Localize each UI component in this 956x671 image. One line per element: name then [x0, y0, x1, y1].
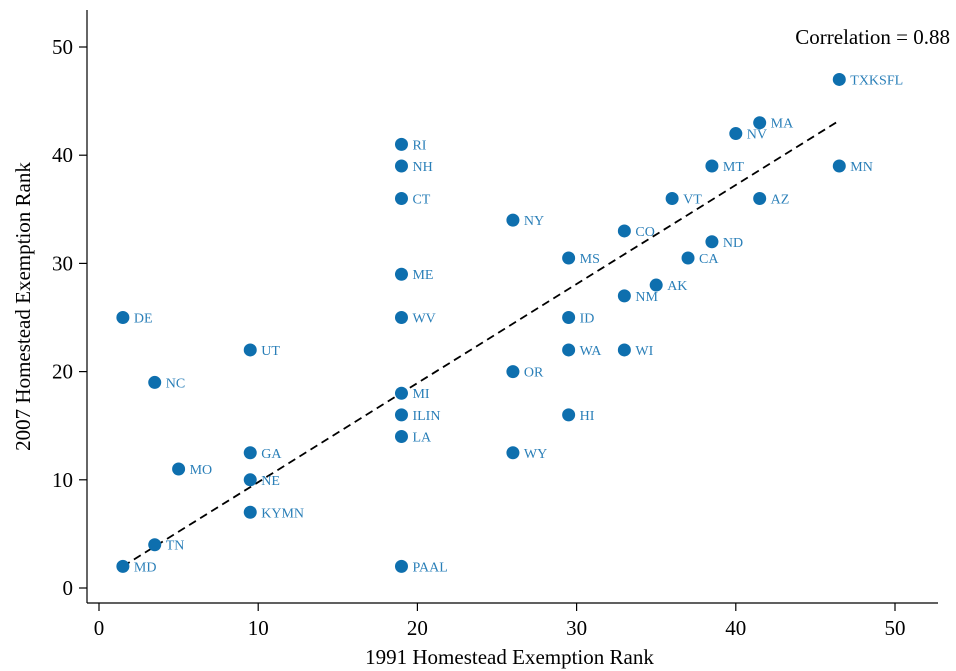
data-point-ut: [243, 343, 257, 357]
data-point-label-or: OR: [524, 366, 544, 381]
data-point-ri: [394, 137, 408, 151]
data-point-nd: [705, 235, 719, 249]
data-point-ct: [394, 191, 408, 205]
x-axis-ticks: 0 10 20 30 40 50: [94, 603, 906, 640]
x-axis-title: 1991 Homestead Exemption Rank: [365, 645, 654, 669]
data-point-label-ms: MS: [580, 252, 600, 267]
data-point-label-wi: WI: [635, 344, 653, 359]
fitted-trend-line: [122, 119, 840, 568]
data-point-label-co: CO: [635, 225, 654, 240]
data-point-ms: [562, 251, 576, 265]
data-point-or: [506, 365, 520, 379]
correlation-annotation: Correlation = 0.88: [795, 25, 950, 49]
axes: [86, 10, 938, 604]
data-point-label-mo: MO: [190, 463, 213, 478]
data-point-nv: [729, 127, 743, 141]
data-point-ny: [506, 213, 520, 227]
data-point-label-nh: NH: [412, 160, 432, 175]
data-point-wv: [394, 311, 408, 324]
data-point-label-mi: MI: [412, 387, 429, 402]
data-point-vt: [665, 191, 679, 205]
data-point-nh: [394, 159, 408, 173]
data-point-ne: [243, 473, 257, 487]
data-point-mt: [705, 159, 719, 173]
data-point-id: [562, 311, 576, 324]
x-tick-label: 10: [248, 616, 269, 640]
data-point-label-nd: ND: [723, 236, 743, 251]
y-axis-title: 2007 Homestead Exemption Rank: [11, 162, 35, 451]
data-point-label-ny: NY: [524, 214, 544, 229]
data-point-label-ilin: ILIN: [412, 409, 440, 424]
data-point-mi: [394, 386, 408, 400]
data-point-az: [753, 191, 767, 205]
data-point-mo: [172, 462, 186, 476]
data-point-label-paal: PAAL: [412, 560, 447, 575]
data-point-hi: [562, 408, 576, 422]
data-point-label-ga: GA: [261, 447, 282, 462]
data-point-de: [116, 311, 130, 324]
data-point-label-mn: MN: [850, 160, 873, 175]
data-point-label-tn: TN: [166, 539, 185, 554]
data-point-label-id: ID: [580, 312, 595, 327]
data-point-paal: [394, 559, 408, 573]
data-point-label-ri: RI: [412, 138, 426, 153]
x-tick-label: 50: [885, 616, 906, 640]
x-tick-label: 40: [725, 616, 746, 640]
data-point-label-nc: NC: [166, 376, 185, 391]
data-point-label-nv: NV: [747, 128, 767, 143]
data-point-wy: [506, 446, 520, 460]
data-point-label-me: ME: [412, 268, 433, 283]
data-point-wi: [617, 343, 631, 357]
data-point-label-wv: WV: [412, 312, 435, 327]
data-point-label-ut: UT: [261, 344, 280, 359]
y-tick-label: 40: [52, 143, 73, 167]
data-point-label-ak: AK: [667, 279, 687, 294]
data-point-ilin: [394, 408, 408, 422]
data-point-label-ct: CT: [412, 192, 430, 207]
data-point-nm: [617, 289, 631, 303]
data-point-wa: [562, 343, 576, 357]
data-point-label-vt: VT: [683, 192, 702, 207]
data-point-md: [116, 559, 130, 573]
data-point-label-txksfl: TXKSFL: [850, 73, 903, 88]
data-point-ak: [649, 278, 663, 292]
data-point-ma: [753, 116, 767, 130]
data-point-ca: [681, 251, 695, 265]
data-point-me: [394, 267, 408, 281]
data-point-kymn: [243, 505, 257, 519]
data-points: [116, 72, 846, 573]
data-point-label-md: MD: [134, 560, 157, 575]
data-point-label-ma: MA: [771, 117, 794, 132]
x-tick-label: 20: [407, 616, 428, 640]
y-tick-label: 10: [52, 468, 73, 492]
data-point-label-wa: WA: [580, 344, 603, 359]
data-point-label-wy: WY: [524, 447, 547, 462]
data-point-co: [617, 224, 631, 238]
data-point-la: [394, 430, 408, 444]
y-tick-label: 30: [52, 251, 73, 275]
data-point-labels: MD DE TN NC MO UT GA NE KYMN RI NH CT ME WV MI ILIN LA PA…: [134, 73, 903, 575]
data-point-label-ca: CA: [699, 252, 719, 267]
x-tick-label: 30: [566, 616, 587, 640]
data-point-txksfl: [832, 72, 846, 86]
y-axis-ticks: 0 10 20 30 40 50: [52, 35, 87, 600]
data-point-label-kymn: KYMN: [261, 506, 304, 521]
data-point-tn: [148, 538, 162, 552]
data-point-label-la: LA: [412, 431, 432, 446]
y-tick-label: 0: [63, 576, 74, 600]
y-tick-label: 50: [52, 35, 73, 59]
data-point-label-nm: NM: [635, 290, 658, 305]
y-tick-label: 20: [52, 360, 73, 384]
data-point-nc: [148, 375, 162, 389]
x-tick-label: 0: [94, 616, 105, 640]
data-point-ga: [243, 446, 257, 460]
data-point-label-de: DE: [134, 312, 153, 327]
data-point-label-az: AZ: [771, 192, 790, 207]
data-point-label-hi: HI: [580, 409, 595, 424]
data-point-label-mt: MT: [723, 160, 744, 175]
data-point-mn: [832, 159, 846, 173]
data-point-label-ne: NE: [261, 474, 280, 489]
